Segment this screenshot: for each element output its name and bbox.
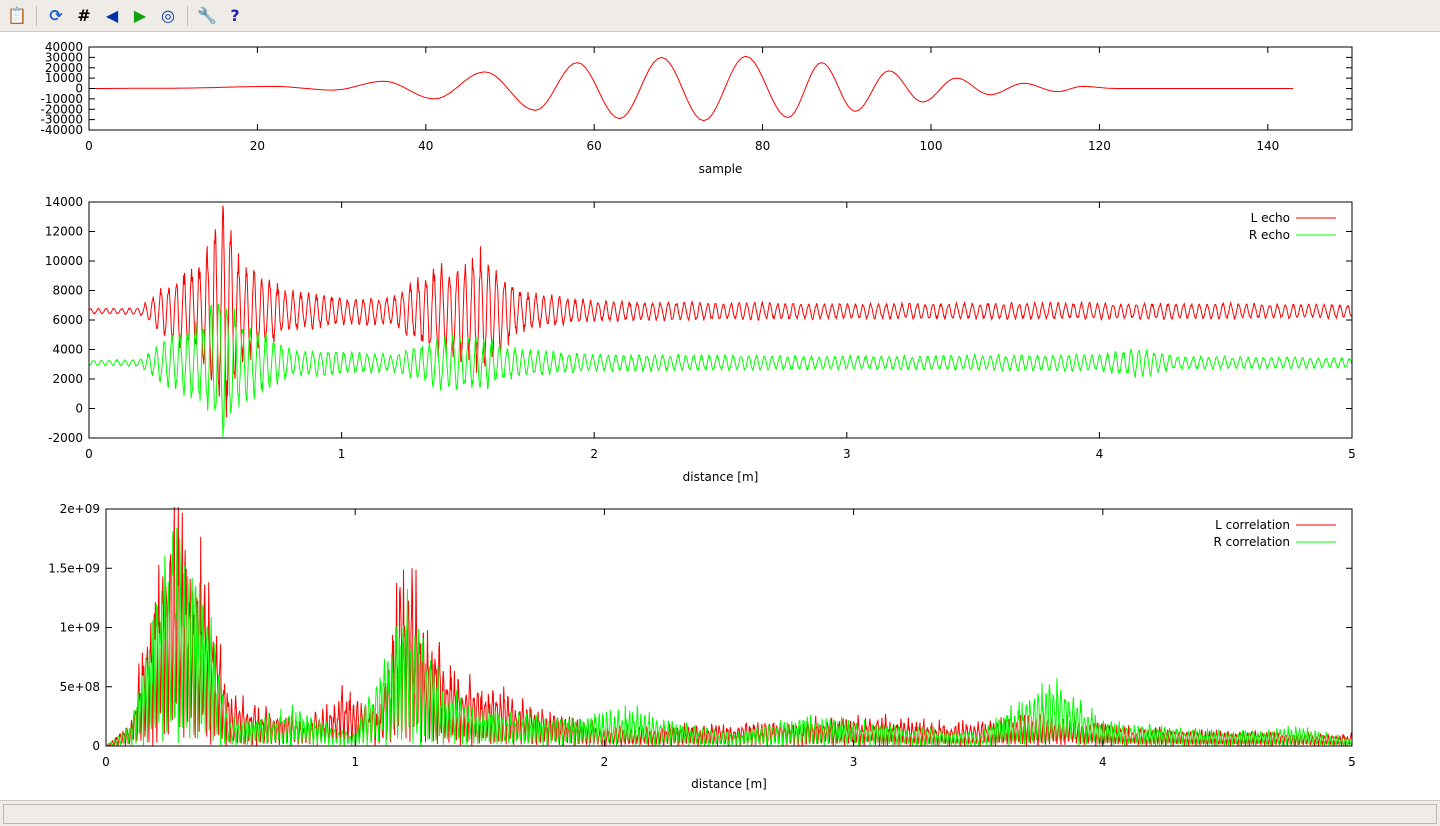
- help-button[interactable]: ?: [224, 5, 246, 27]
- y-tick-label: -2000: [48, 431, 83, 445]
- y-tick-label: 8000: [52, 284, 83, 298]
- legend-label: L echo: [1251, 211, 1290, 225]
- y-tick-label: 10000: [45, 71, 83, 85]
- x-tick-label: 4: [1099, 755, 1107, 769]
- x-tick-label: 0: [102, 755, 110, 769]
- x-tick-label: 80: [755, 139, 770, 153]
- y-tick-label: 4000: [52, 343, 83, 357]
- clipboard-icon: 📋: [7, 6, 27, 25]
- y-tick-label: 0: [75, 402, 83, 416]
- y-tick-label: 6000: [52, 313, 83, 327]
- zoom-next-button[interactable]: ▶: [129, 5, 151, 27]
- y-tick-label: 20000: [45, 61, 83, 75]
- legend-label: R correlation: [1213, 535, 1290, 549]
- help-icon: ?: [230, 6, 240, 25]
- x-tick-label: 140: [1256, 139, 1279, 153]
- plot-frame: [88, 201, 1353, 439]
- x-tick-label: 0: [85, 139, 93, 153]
- x-axis-label: distance [m]: [683, 470, 759, 484]
- wrench-icon: 🔧: [197, 6, 217, 25]
- y-tick-label: 2000: [52, 372, 83, 386]
- chart-1: 0 20 40 60 80 100 120 140 -40000-30000-20000-100…: [40, 40, 1353, 176]
- x-tick-label: 20: [250, 139, 265, 153]
- toolbar-separator: [36, 5, 37, 26]
- y-tick-label: 2e+09: [60, 502, 100, 516]
- y-tick-label: -30000: [40, 113, 83, 127]
- y-tick-label: 0: [75, 82, 83, 96]
- x-tick-label: 60: [587, 139, 602, 153]
- x-tick-label: 4: [1096, 447, 1104, 461]
- x-axis-label: distance [m]: [691, 777, 767, 791]
- x-tick-label: 0: [85, 447, 93, 461]
- y-tick-label: 1e+09: [60, 621, 100, 635]
- refresh-icon: ⟳: [49, 6, 63, 25]
- zoom-fit-icon: ◎: [161, 6, 175, 25]
- y-tick-label: -40000: [40, 123, 83, 137]
- x-tick-label: 5: [1348, 447, 1356, 461]
- chart-3: L correlation R correlation 0 1 2 3 4 5 0 5e+08 1e…: [48, 502, 1356, 791]
- y-tick-label: 0: [92, 739, 100, 753]
- toolbar: 📋 ⟳ # ◀ ▶ ◎ 🔧?: [0, 0, 1440, 32]
- legend-label: L correlation: [1215, 518, 1290, 532]
- grid-icon: #: [77, 6, 91, 25]
- y-tick-label: 14000: [45, 195, 83, 209]
- x-tick-label: 120: [1088, 139, 1111, 153]
- y-tick-label: 1.5e+09: [48, 561, 100, 575]
- settings-button[interactable]: 🔧: [196, 5, 218, 27]
- x-tick-label: 1: [351, 755, 359, 769]
- zoom-previous-button[interactable]: ◀: [101, 5, 123, 27]
- legend-label: R echo: [1249, 228, 1290, 242]
- y-tick-label: 30000: [45, 50, 83, 64]
- series-line-r-echo: [88, 303, 1353, 438]
- series-line-r-correlation: [105, 527, 1353, 748]
- y-tick-label: -20000: [40, 102, 83, 116]
- x-tick-label: 40: [418, 139, 433, 153]
- zoom-back-icon: ◀: [105, 6, 119, 25]
- x-tick-label: 2: [601, 755, 609, 769]
- x-tick-label: 100: [920, 139, 943, 153]
- y-tick-label: -10000: [40, 92, 83, 106]
- x-tick-label: 5: [1348, 755, 1356, 769]
- zoom-forward-icon: ▶: [133, 6, 147, 25]
- x-tick-label: 3: [843, 447, 851, 461]
- y-tick-label: 40000: [45, 40, 83, 54]
- replot-button[interactable]: ⟳: [45, 5, 67, 27]
- toggle-grid-button[interactable]: #: [73, 5, 95, 27]
- x-tick-label: 3: [850, 755, 858, 769]
- plot-area: 0 20 40 60 80 100 120 140-40000-30000-20000-100…: [40, 40, 1356, 791]
- x-tick-label: 1: [338, 447, 346, 461]
- autoscale-button[interactable]: ◎: [157, 5, 179, 27]
- y-tick-label: 5e+08: [60, 680, 100, 694]
- y-tick-label: 10000: [45, 254, 83, 268]
- status-field: [3, 804, 1437, 824]
- toolbar-separator: [187, 5, 188, 26]
- y-tick-label: 12000: [45, 225, 83, 239]
- series-line-signal: [89, 55, 1294, 122]
- series-line-l-echo: [88, 205, 1353, 418]
- x-tick-label: 2: [590, 447, 598, 461]
- x-axis-label: sample: [699, 162, 743, 176]
- status-bar: [0, 800, 1440, 826]
- copy-to-clipboard-button[interactable]: 📋: [6, 5, 28, 27]
